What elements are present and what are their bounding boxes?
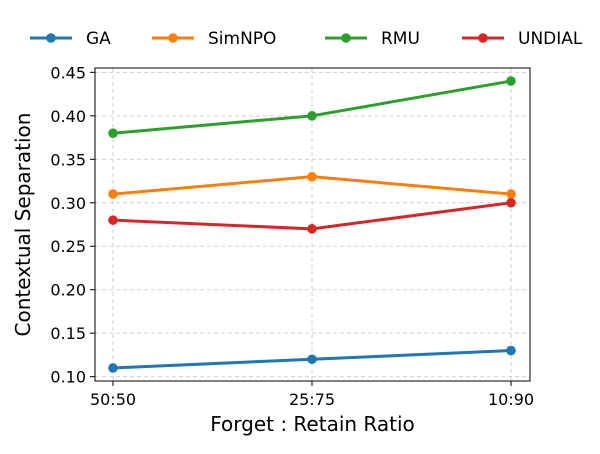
y-tick-label: 0.30 xyxy=(50,194,86,213)
y-tick-label: 0.15 xyxy=(50,324,86,343)
y-tick-label: 0.35 xyxy=(50,150,86,169)
data-point-rmu xyxy=(307,111,317,121)
data-point-simnpo xyxy=(108,189,118,199)
series-lines xyxy=(108,76,516,373)
data-point-rmu xyxy=(506,76,516,86)
data-point-undial xyxy=(307,224,317,234)
y-tick-label: 0.40 xyxy=(50,107,86,126)
series-simnpo xyxy=(108,171,516,199)
legend-label: SimNPO xyxy=(208,29,276,49)
legend: GA SimNPO RMU UNDIAL xyxy=(30,29,583,49)
data-point-rmu xyxy=(108,128,118,139)
x-tick-label: 25:75 xyxy=(289,390,335,409)
y-tick-label: 0.20 xyxy=(50,281,86,300)
y-tick-label: 0.25 xyxy=(50,237,86,256)
y-axis-ticks: 0.10 0.15 0.20 0.25 0.30 0.35 0.40 0.45 xyxy=(50,63,95,387)
data-point-ga xyxy=(307,354,317,365)
series-ga xyxy=(108,345,516,373)
data-point-ga xyxy=(506,345,516,356)
legend-item-rmu: RMU xyxy=(325,29,420,49)
y-axis-label: Contextual Separation xyxy=(11,113,35,337)
legend-label: GA xyxy=(86,29,111,49)
legend-label: RMU xyxy=(381,29,420,49)
legend-item-ga: GA xyxy=(30,29,111,49)
data-point-simnpo xyxy=(506,189,516,199)
data-point-ga xyxy=(108,363,118,373)
legend-swatch-marker xyxy=(168,33,178,43)
x-tick-label: 10:90 xyxy=(488,390,534,409)
legend-swatch-marker xyxy=(341,33,351,43)
legend-label: UNDIAL xyxy=(518,29,583,49)
series-undial xyxy=(108,197,516,234)
legend-item-simnpo: SimNPO xyxy=(152,29,276,49)
data-point-undial xyxy=(506,197,516,208)
y-tick-label: 0.45 xyxy=(50,63,86,82)
data-point-simnpo xyxy=(307,171,317,182)
y-tick-label: 0.10 xyxy=(50,368,86,387)
series-rmu xyxy=(108,76,516,139)
legend-item-undial: UNDIAL xyxy=(462,29,583,49)
x-axis-ticks: 50:50 25:75 10:90 xyxy=(90,381,534,409)
x-tick-label: 50:50 xyxy=(90,390,136,409)
x-axis-label: Forget : Retain Ratio xyxy=(210,412,415,436)
legend-swatch-marker xyxy=(478,33,488,43)
legend-swatch-marker xyxy=(46,33,56,43)
data-point-undial xyxy=(108,215,118,225)
